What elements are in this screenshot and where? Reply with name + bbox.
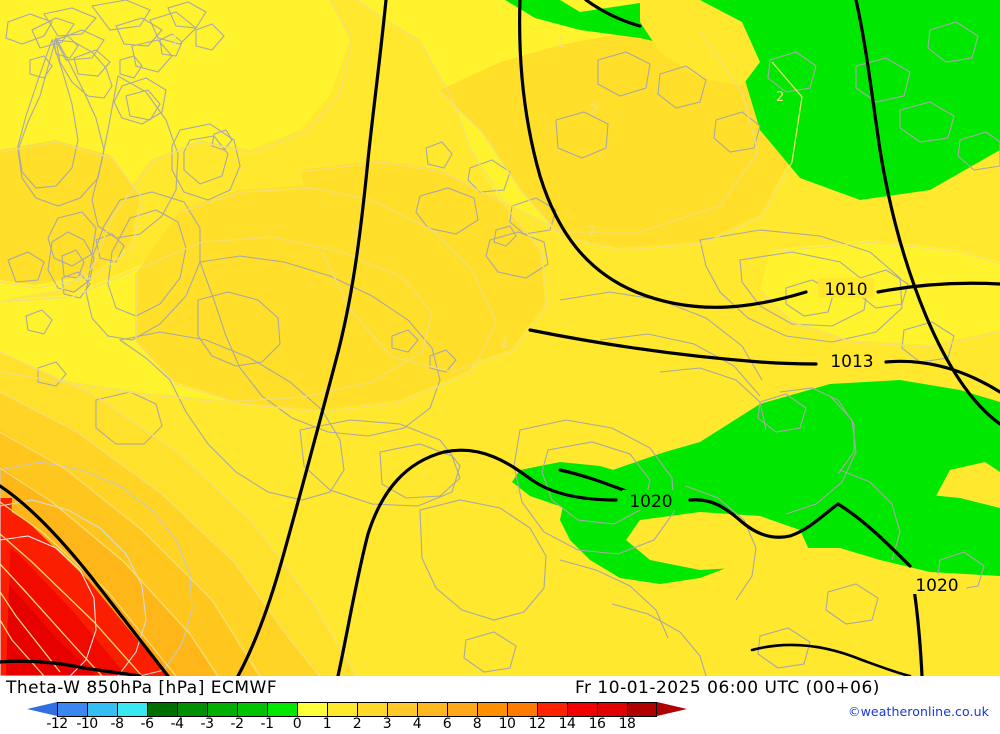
legend-tick-18: 16: [588, 716, 606, 732]
legend-swatch-1[interactable]: [87, 702, 117, 717]
color-legend[interactable]: -12 -10 -8 -6 -4 -3 -2 -1 0 1 2 3 4 6 8 10 12 14 16 18: [0, 702, 1000, 733]
legend-tick-12: 4: [412, 716, 422, 732]
footer: Theta-W 850hPa [hPa] ECMWF Fr 10-01-2025…: [0, 676, 1000, 733]
legend-swatch-12[interactable]: [417, 702, 447, 717]
theta-label: 2: [588, 225, 596, 240]
legend-swatch-9[interactable]: [327, 702, 357, 717]
field-green-north-hole: [640, 0, 760, 86]
legend-swatch-11[interactable]: [387, 702, 417, 717]
legend-swatch-14[interactable]: [477, 702, 507, 717]
title-row: Theta-W 850hPa [hPa] ECMWF Fr 10-01-2025…: [0, 678, 1000, 700]
theta-label: 1: [171, 34, 179, 49]
isobar-sw: [0, 484, 170, 676]
isobar-right: [854, 0, 1000, 426]
legend-swatch-17[interactable]: [567, 702, 597, 717]
legend-tick-4: -4: [170, 716, 184, 732]
legend-swatch-5[interactable]: [207, 702, 237, 717]
legend-swatch-8[interactable]: [297, 702, 327, 717]
legend-tick-10: 2: [352, 716, 362, 732]
isobar-labels: 1010 1013 1020 1020: [622, 278, 966, 596]
isobar-1010: [518, 0, 808, 309]
field-sw-red-core: [0, 505, 170, 676]
legend-swatch-4[interactable]: [177, 702, 207, 717]
field-green-north2: [705, 0, 1000, 180]
legend-swatch-10[interactable]: [357, 702, 387, 717]
isobars: [0, 0, 1000, 676]
legend-swatch-15[interactable]: [507, 702, 537, 717]
legend-tick-3: -6: [140, 716, 154, 732]
theta-label: 2: [776, 90, 784, 105]
map-canvas[interactable]: 1 1 2 2 2 1 2 2: [0, 0, 1000, 676]
legend-swatch-16[interactable]: [537, 702, 567, 717]
legend-tick-7: -1: [260, 716, 274, 732]
legend-swatch-6[interactable]: [237, 702, 267, 717]
legend-tick-1: -10: [76, 716, 98, 732]
legend-tick-16: 12: [528, 716, 546, 732]
theta-label: 2: [353, 227, 361, 242]
isobar-label-1020-b: 1020: [915, 576, 958, 596]
isobar-1013: [528, 328, 818, 366]
legend-tick-labels: -12 -10 -8 -6 -4 -3 -2 -1 0 1 2 3 4 6 8 10 12 14 16 18: [46, 716, 657, 734]
isobar-left: [236, 0, 388, 676]
page-title: Theta-W 850hPa [hPa] ECMWF: [6, 678, 278, 698]
isobar-label-1020-a: 1020: [629, 492, 672, 512]
legend-tick-17: 14: [558, 716, 576, 732]
legend-tick-14: 8: [472, 716, 482, 732]
theta-label: 2: [590, 103, 598, 118]
copyright-credit: ©weatheronline.co.uk: [848, 704, 989, 719]
legend-tick-5: -3: [200, 716, 214, 732]
map-svg: 1 1 2 2 2 1 2 2: [0, 0, 1000, 676]
legend-tick-0: -12: [46, 716, 68, 732]
legend-swatch-0[interactable]: [57, 702, 87, 717]
theta-label: 2: [500, 336, 508, 351]
legend-tick-13: 6: [442, 716, 452, 732]
legend-swatch-13[interactable]: [447, 702, 477, 717]
legend-tick-9: 1: [322, 716, 332, 732]
legend-tick-15: 10: [498, 716, 516, 732]
legend-swatches[interactable]: [57, 702, 657, 717]
coastlines: [0, 0, 1000, 676]
isobar-1020-front: [336, 448, 618, 676]
theta-label: 1: [557, 36, 565, 51]
legend-underflow-arrow: [27, 702, 57, 716]
theta-contours: [0, 0, 1000, 676]
field-amber-ne: [440, 30, 800, 248]
legend-tick-6: -2: [230, 716, 244, 732]
legend-swatch-7[interactable]: [267, 702, 297, 717]
legend-overflow-arrow: [657, 702, 687, 716]
field-green-lower-lobe: [626, 512, 810, 570]
legend-tick-8: 0: [292, 716, 302, 732]
isobar-label-1013: 1013: [830, 352, 873, 372]
legend-swatch-2[interactable]: [117, 702, 147, 717]
legend-tick-2: -8: [110, 716, 124, 732]
legend-tick-11: 3: [382, 716, 392, 732]
valid-time-title: Fr 10-01-2025 06:00 UTC (00+06): [575, 678, 880, 698]
field-amber-nw2: [0, 140, 140, 285]
field-green-right-lower: [832, 492, 1000, 572]
legend-swatch-19[interactable]: [627, 702, 657, 717]
isobar-label-1010: 1010: [824, 280, 867, 300]
legend-swatch-18[interactable]: [597, 702, 627, 717]
legend-tick-19: 18: [618, 716, 636, 732]
legend-swatch-3[interactable]: [147, 702, 177, 717]
